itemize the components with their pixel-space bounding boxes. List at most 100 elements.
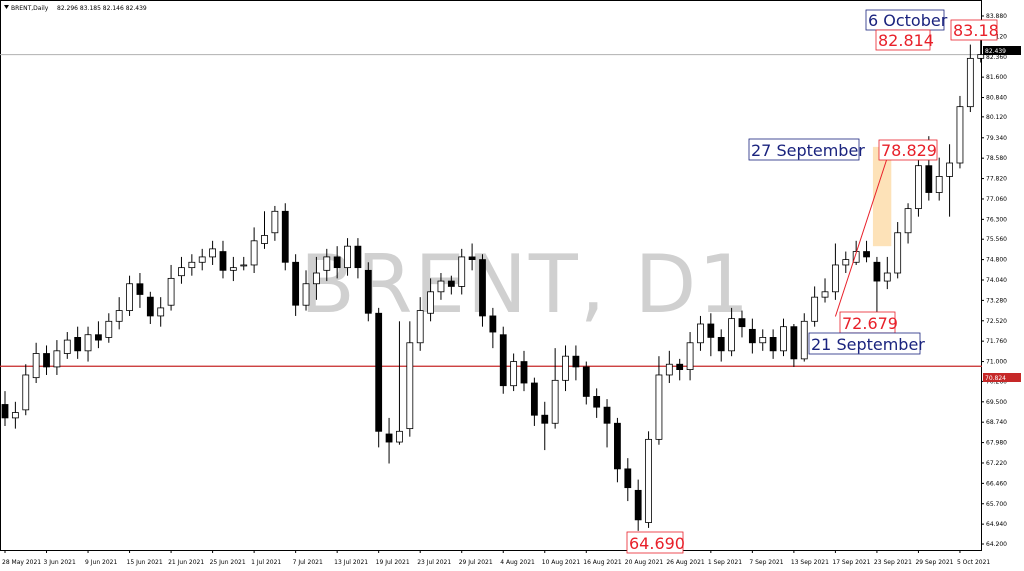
price-tick-label: 78.580: [986, 155, 1007, 162]
candle-body: [925, 165, 933, 193]
candle: [437, 273, 445, 300]
candle: [105, 313, 113, 343]
candle: [427, 278, 434, 322]
candle-body: [198, 256, 206, 263]
candle-body: [22, 374, 30, 411]
candle-body: [697, 323, 704, 344]
candle: [364, 262, 372, 322]
price-tick-label: 74.800: [986, 257, 1007, 264]
candle-body: [157, 307, 165, 317]
candle-body: [178, 267, 185, 277]
candle: [22, 364, 30, 416]
candle: [479, 254, 486, 327]
candle: [312, 256, 320, 300]
candle: [728, 307, 735, 357]
annotation-aug-low: 64.690: [626, 531, 685, 554]
candle-body: [396, 430, 403, 443]
candle: [323, 248, 331, 282]
price-tick-label: 64.940: [986, 521, 1007, 528]
candle-body: [95, 334, 102, 341]
candle: [748, 318, 756, 354]
candle: [624, 458, 632, 502]
candle-body: [416, 310, 424, 344]
high-label-text: 83.18: [953, 21, 999, 40]
price-tick-label: 79.340: [986, 135, 1007, 142]
aug-low-box: [626, 531, 684, 554]
price-label-red: 70.824: [983, 373, 1021, 382]
dropdown-triangle-icon[interactable]: [4, 5, 9, 9]
candle-body: [935, 176, 943, 193]
time-tick-label: 1 Jul 2021: [251, 559, 281, 566]
price-tick-label: 82.360: [986, 54, 1007, 61]
candle: [915, 151, 922, 217]
aug-low-text: 64.690: [629, 534, 685, 553]
candle: [832, 243, 839, 300]
candle-body: [43, 353, 50, 368]
candle: [178, 256, 185, 284]
candle: [146, 291, 154, 324]
candle-body: [800, 320, 808, 360]
candle: [697, 315, 704, 351]
candle-body: [219, 251, 227, 271]
candle: [281, 203, 289, 271]
price-tick-label: 69.500: [986, 399, 1007, 406]
candle: [302, 270, 310, 311]
candle: [759, 329, 767, 351]
price-tick-label: 68.740: [986, 419, 1007, 426]
candle: [271, 205, 279, 241]
candle: [551, 348, 559, 429]
candle-body: [665, 363, 673, 376]
time-tick-label: 16 Aug 2021: [583, 559, 622, 566]
candle-body: [63, 339, 71, 354]
candle: [935, 157, 943, 201]
candle-body: [634, 489, 642, 521]
candle-body: [603, 406, 611, 424]
candle: [385, 417, 393, 464]
candle-body: [240, 264, 248, 267]
annotation-oct6-high: 82.814: [875, 29, 934, 51]
time-tick-label: 20 Aug 2021: [625, 559, 664, 566]
time-tick-label: 29 Sep 2021: [915, 559, 953, 566]
price-tick-label: 74.040: [986, 277, 1007, 284]
high-label-box: [950, 19, 998, 41]
candle-body: [748, 328, 756, 344]
candle: [157, 297, 165, 327]
candle: [458, 248, 466, 295]
candle: [136, 273, 144, 308]
candle-body: [728, 318, 735, 352]
sep21-low-text: 72.679: [842, 314, 898, 333]
candle-body: [333, 256, 341, 269]
candle: [572, 345, 580, 381]
candle-body: [904, 208, 912, 234]
candle-body: [842, 259, 850, 266]
annotation-sep27-date: 27 September: [748, 138, 865, 161]
candle-body: [707, 323, 715, 338]
candle: [686, 332, 694, 381]
time-tick-label: 9 Jun 2021: [85, 559, 117, 566]
candle-body: [894, 232, 902, 274]
current-price-tag: [983, 46, 1021, 55]
price-tick-label: 81.600: [986, 74, 1007, 81]
candle-body: [385, 433, 393, 443]
candle: [790, 323, 798, 367]
oct6-high-text: 82.814: [878, 31, 934, 50]
candle-body: [84, 334, 92, 352]
price-label-current: 82.439: [983, 46, 1021, 55]
candle-body: [146, 296, 154, 317]
candle-body: [74, 337, 82, 352]
header: BRENT,Daily 82.296 83.185 82.146 82.439: [4, 5, 147, 12]
annotation-sep21-date: 21 September: [808, 332, 925, 355]
candle-body: [53, 350, 61, 368]
candle: [95, 321, 102, 349]
candle: [84, 326, 92, 362]
candle: [209, 240, 217, 265]
candle: [821, 278, 829, 303]
time-tick-label: 15 Jun 2021: [127, 559, 163, 566]
time-tick-label: 3 Jun 2021: [44, 559, 76, 566]
price-tick-label: 67.220: [986, 460, 1007, 467]
candle-body: [977, 54, 985, 59]
candle: [873, 256, 881, 317]
candle-body: [209, 248, 217, 258]
candle-body: [1, 404, 9, 419]
candle-body: [229, 267, 237, 271]
